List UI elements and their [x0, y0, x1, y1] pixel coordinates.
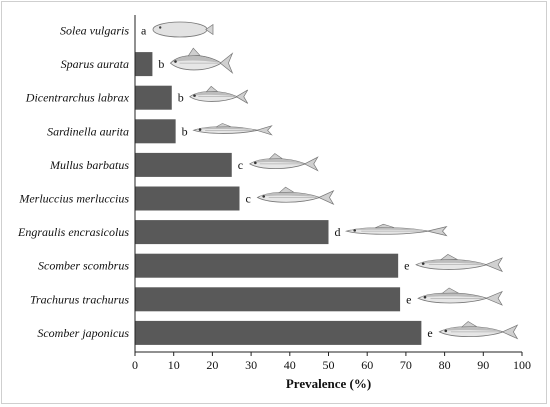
bar: [135, 119, 176, 144]
group-letter: e: [427, 326, 432, 340]
species-label: Dicentrarchus labrax: [25, 91, 130, 105]
x-tick-label: 80: [439, 358, 451, 372]
x-tick-label: 10: [168, 358, 180, 372]
sardinella-icon: [192, 123, 273, 136]
horse-mackerel-icon: [417, 287, 503, 306]
species-label: Engraulis encrasicolus: [17, 225, 129, 239]
bar: [135, 52, 153, 77]
species-labels-layer: Solea vulgaris Sparus aurata Dicentrarchus…: [17, 24, 130, 340]
x-tick-label: 50: [323, 358, 335, 372]
bar: [135, 152, 232, 177]
anchovy-icon: [344, 223, 448, 237]
x-tick-label: 90: [477, 358, 489, 372]
bar: [135, 186, 240, 211]
bar: [135, 220, 329, 245]
x-axis-title: Prevalence (%): [286, 376, 371, 391]
x-tick-label: 100: [513, 358, 531, 372]
x-axis: 0 10 20 30 40 50 60 70 80 90 100 Prevalence (%): [132, 15, 531, 391]
seabass-icon: [189, 85, 249, 104]
x-tick-label: 30: [245, 358, 257, 372]
group-letter: b: [178, 91, 184, 105]
group-letter: b: [182, 124, 188, 138]
species-label: Solea vulgaris: [60, 24, 129, 38]
group-letter: a: [141, 24, 147, 38]
species-label: Trachurus trachurus: [30, 292, 129, 306]
hake-icon: [256, 186, 335, 206]
x-tick-label: 40: [284, 358, 296, 372]
fish-illustrations-layer: [152, 21, 519, 340]
red-mullet-icon: [248, 153, 319, 172]
x-ticks-layer: 0 10 20 30 40 50 60 70 80 90 100: [132, 352, 531, 372]
bars-layer: [135, 52, 422, 345]
mackerel-icon: [415, 253, 503, 273]
species-label: Scomber scombrus: [38, 259, 129, 273]
x-tick-label: 20: [206, 358, 218, 372]
group-letters-layer: a b b b c c d e e e: [141, 24, 433, 340]
bar: [135, 85, 172, 110]
species-label: Merluccius merluccius: [18, 192, 129, 206]
x-tick-label: 60: [361, 358, 373, 372]
species-label: Scomber japonicus: [37, 326, 129, 340]
species-label: Sparus aurata: [61, 57, 129, 71]
x-tick-label: 0: [132, 358, 138, 372]
group-letter: c: [245, 192, 250, 206]
bar: [135, 320, 422, 345]
bar: [135, 253, 399, 278]
group-letter: d: [335, 225, 341, 239]
group-letter: c: [238, 158, 243, 172]
species-label: Sardinella aurita: [47, 124, 129, 138]
bar: [135, 287, 401, 312]
x-tick-label: 70: [400, 358, 412, 372]
species-label: Mullus barbatus: [49, 158, 129, 172]
chub-mackerel-icon: [438, 321, 519, 340]
group-letter: b: [158, 57, 164, 71]
seabream-icon: [169, 47, 234, 74]
group-letter: e: [406, 292, 411, 306]
group-letter: e: [404, 259, 409, 273]
flatfish-icon: [152, 21, 214, 38]
